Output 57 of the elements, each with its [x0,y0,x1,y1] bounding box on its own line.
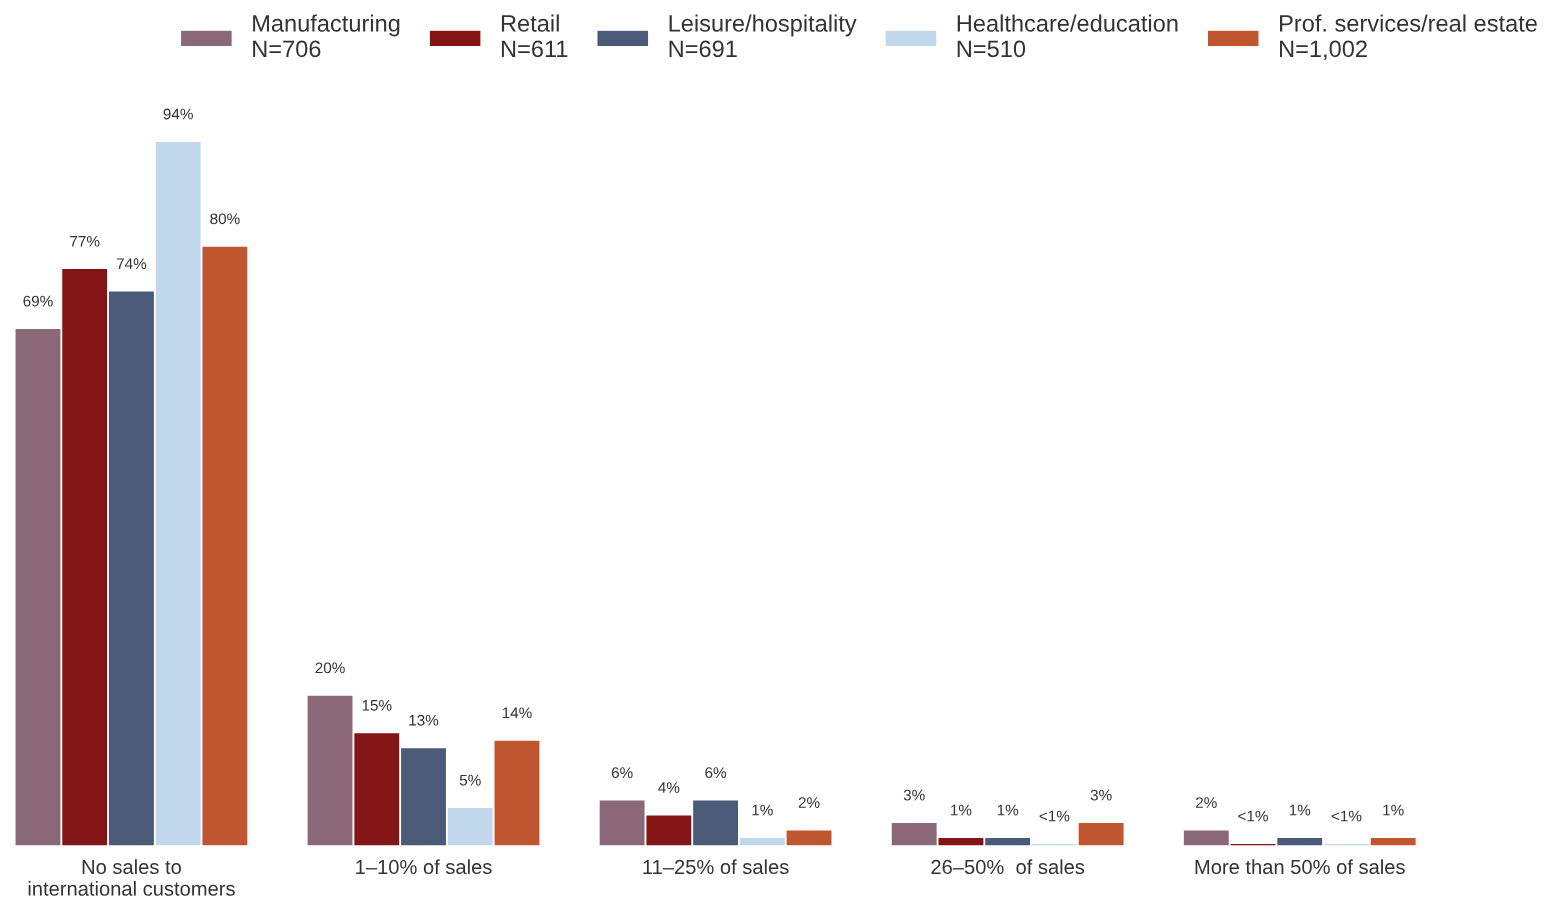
bar [739,837,785,846]
bar [354,733,400,846]
data-label: 1% [951,804,972,816]
bar [1183,830,1229,846]
bar [62,269,108,846]
bar [693,800,739,846]
data-label: 13% [409,714,439,726]
data-label: 6% [611,767,633,779]
bar [155,141,201,846]
bar [1078,822,1124,846]
data-label: 94% [163,108,193,120]
data-label: 69% [23,295,53,307]
data-label: 14% [502,707,532,719]
legend-label: Prof. services/real estate N=1,002 [1280,14,1537,60]
bar [938,837,984,846]
bar [494,740,540,846]
data-label: 2% [798,797,820,808]
data-label: 1% [997,804,1019,816]
bar [15,328,61,846]
legend-label: Healthcare/education N=510 [957,14,1178,58]
data-label: 4% [658,782,680,793]
data-label: 1% [1289,804,1311,816]
bar [985,837,1031,846]
bar [307,695,353,846]
data-label: <1% [1331,810,1362,822]
bar [599,800,645,846]
data-label: 15% [362,699,392,711]
bar [891,822,937,846]
bar [786,830,832,846]
x-tick-label: More than 50% of sales [1195,859,1405,875]
bar [109,291,154,846]
bar [1370,837,1416,846]
data-label: <1% [1238,810,1268,822]
data-label: 80% [210,213,240,225]
bar [401,748,446,846]
data-label: 3% [903,789,925,801]
data-label: 77% [70,235,100,247]
x-tick-label: No sales to international customers [28,859,235,896]
x-tick-label: 1–10% of sales [356,859,492,875]
data-label: 2% [1196,797,1217,808]
data-label: 1% [1383,804,1404,816]
data-label: <1% [1039,810,1070,822]
legend-label: Leisure/hospitality N=691 [669,14,857,58]
data-label: 5% [459,774,481,786]
bar [447,808,493,846]
legend-label: Retail N=611 [501,14,568,58]
x-tick-label: 11–25% of sales [643,859,789,875]
data-label: 74% [116,258,147,270]
bar [1277,837,1323,846]
legend-label: Manufacturing N=706 [253,14,400,58]
x-tick-label: 26–50% of sales [931,859,1085,875]
bar [202,246,248,846]
data-label: 1% [752,804,773,816]
data-label: 3% [1090,789,1112,801]
bar [646,815,692,846]
data-label: 20% [315,662,345,674]
data-label: 6% [705,767,727,779]
